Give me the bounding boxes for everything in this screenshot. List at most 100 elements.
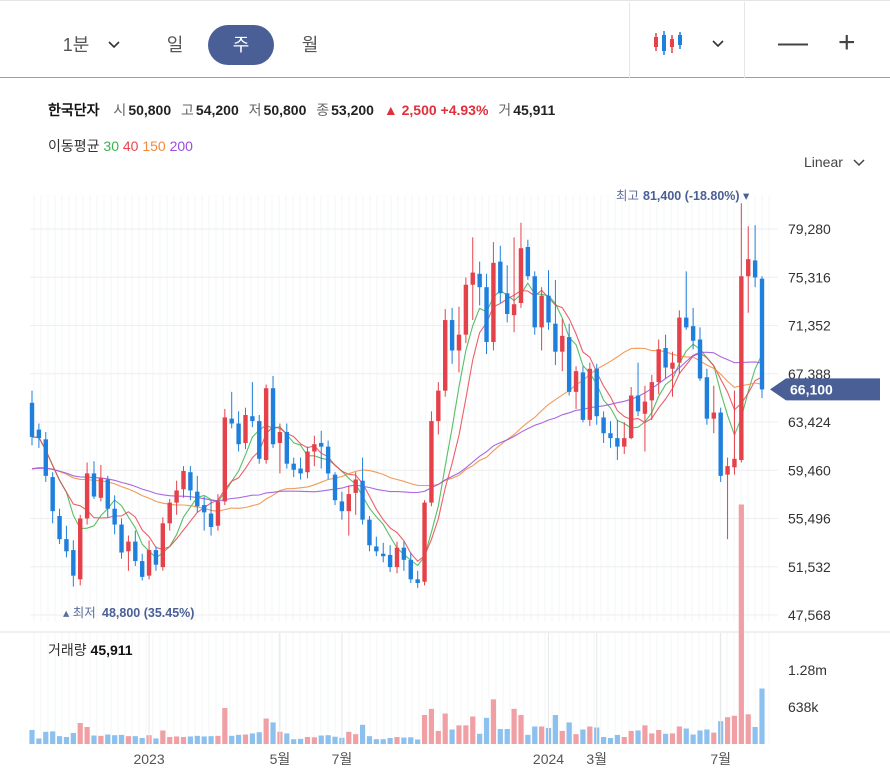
candle-body	[167, 502, 172, 524]
chart-grid	[0, 195, 890, 745]
zoom-in-button[interactable]: +	[838, 26, 856, 59]
volume-bar	[208, 736, 214, 744]
tab-day[interactable]: 일	[166, 35, 184, 55]
volume-bar	[304, 737, 311, 744]
volume-bar	[180, 737, 187, 744]
volume-bar	[194, 735, 200, 744]
volume-bar	[291, 739, 297, 744]
candle-body	[112, 508, 117, 525]
candle-body	[628, 395, 634, 439]
zoom-out-button[interactable]: —	[778, 26, 808, 59]
stock-name: 한국단자	[48, 102, 100, 118]
candle-body	[360, 480, 365, 520]
candle-body	[263, 388, 269, 461]
volume-bar	[242, 734, 249, 744]
volume-panel-title: 거래량	[48, 642, 87, 658]
volume-bar	[642, 725, 648, 744]
ma-line-40	[31, 289, 763, 562]
candle-body	[236, 423, 241, 445]
x-tick-label: 2024	[533, 751, 564, 767]
candle-body	[415, 579, 420, 583]
candle-body	[443, 320, 448, 391]
chevron-down-icon[interactable]	[108, 37, 120, 52]
candle-body	[126, 541, 131, 552]
volume-bar	[738, 504, 744, 744]
volume-bar	[373, 739, 379, 744]
volume-bar	[125, 736, 132, 744]
candle-body	[615, 438, 620, 447]
candle-body	[160, 523, 166, 568]
candle-body	[50, 477, 55, 512]
volume-bar	[607, 738, 614, 744]
volume-bar	[270, 722, 276, 744]
volume-bar	[98, 735, 104, 744]
volume-bar	[229, 735, 235, 744]
high-value: 54,200	[195, 102, 239, 118]
candle-body	[532, 276, 537, 328]
chart-type-chevron-icon[interactable]	[712, 36, 724, 51]
volume-bar	[669, 733, 676, 744]
volume-bar	[325, 735, 331, 744]
volume-bar	[470, 716, 476, 744]
high-marker-value: 81,400 (-18.80%) ▾	[643, 189, 750, 203]
tab-month[interactable]: 월	[301, 35, 319, 55]
candle-body	[759, 278, 765, 390]
candle-body	[387, 554, 393, 568]
candle-body	[291, 463, 296, 470]
candle-body	[243, 414, 248, 443]
candle-body	[339, 501, 345, 512]
volume-bar	[56, 736, 63, 744]
volume-bar	[353, 734, 359, 744]
candle-body	[381, 553, 386, 557]
candle-body	[215, 501, 221, 526]
volume-bar	[401, 737, 407, 744]
volume-bar	[332, 736, 338, 744]
candlestick-icon[interactable]	[652, 29, 686, 62]
change-value: ▲ 2,500	[383, 102, 437, 118]
volume-bar	[456, 725, 462, 744]
price-tick-label: 47,568	[788, 607, 831, 623]
volume-bar	[236, 734, 242, 744]
candle-body	[546, 295, 551, 323]
candle-body	[305, 451, 310, 473]
scale-label: Linear	[804, 154, 843, 170]
candle-body	[119, 524, 124, 553]
tab-1min[interactable]: 1분	[62, 35, 90, 55]
candle-body	[394, 547, 400, 568]
price-tick-label: 67,388	[788, 366, 831, 382]
volume-bar	[676, 726, 682, 744]
candle-body	[718, 412, 723, 476]
low-label: 저	[248, 102, 262, 118]
volume-bar	[683, 728, 689, 744]
candle-body	[704, 377, 710, 419]
candle-body	[43, 439, 48, 476]
volume-bar	[284, 733, 290, 744]
candle-body	[525, 247, 531, 277]
volume-bar	[428, 708, 435, 744]
low-value: 50,800	[263, 102, 307, 118]
volume-bar	[559, 730, 565, 744]
candle-body	[477, 273, 482, 288]
high-marker-label: 최고	[616, 189, 639, 203]
candle-body	[325, 446, 331, 474]
volume-panel-value: 45,911	[90, 642, 133, 658]
volume-bar	[91, 735, 97, 744]
volume-bar	[139, 738, 145, 744]
candle-body	[498, 261, 503, 294]
scale-selector[interactable]: Linear	[804, 154, 865, 170]
candle-body	[374, 546, 379, 552]
tab-week[interactable]: 주	[208, 25, 274, 65]
candle-body	[153, 550, 159, 565]
moving-average-legend[interactable]: 이동평균 30 40 150 200	[48, 136, 193, 156]
candle-body	[64, 539, 69, 552]
candle-body	[91, 473, 97, 497]
volume-bar	[415, 739, 421, 744]
candle-body	[208, 513, 214, 527]
candle-body	[367, 519, 372, 546]
volume-bar	[167, 737, 173, 744]
candle-body	[601, 417, 606, 434]
close-value: 53,200	[331, 102, 374, 118]
candle-body	[319, 442, 324, 447]
candle-body	[587, 368, 593, 420]
